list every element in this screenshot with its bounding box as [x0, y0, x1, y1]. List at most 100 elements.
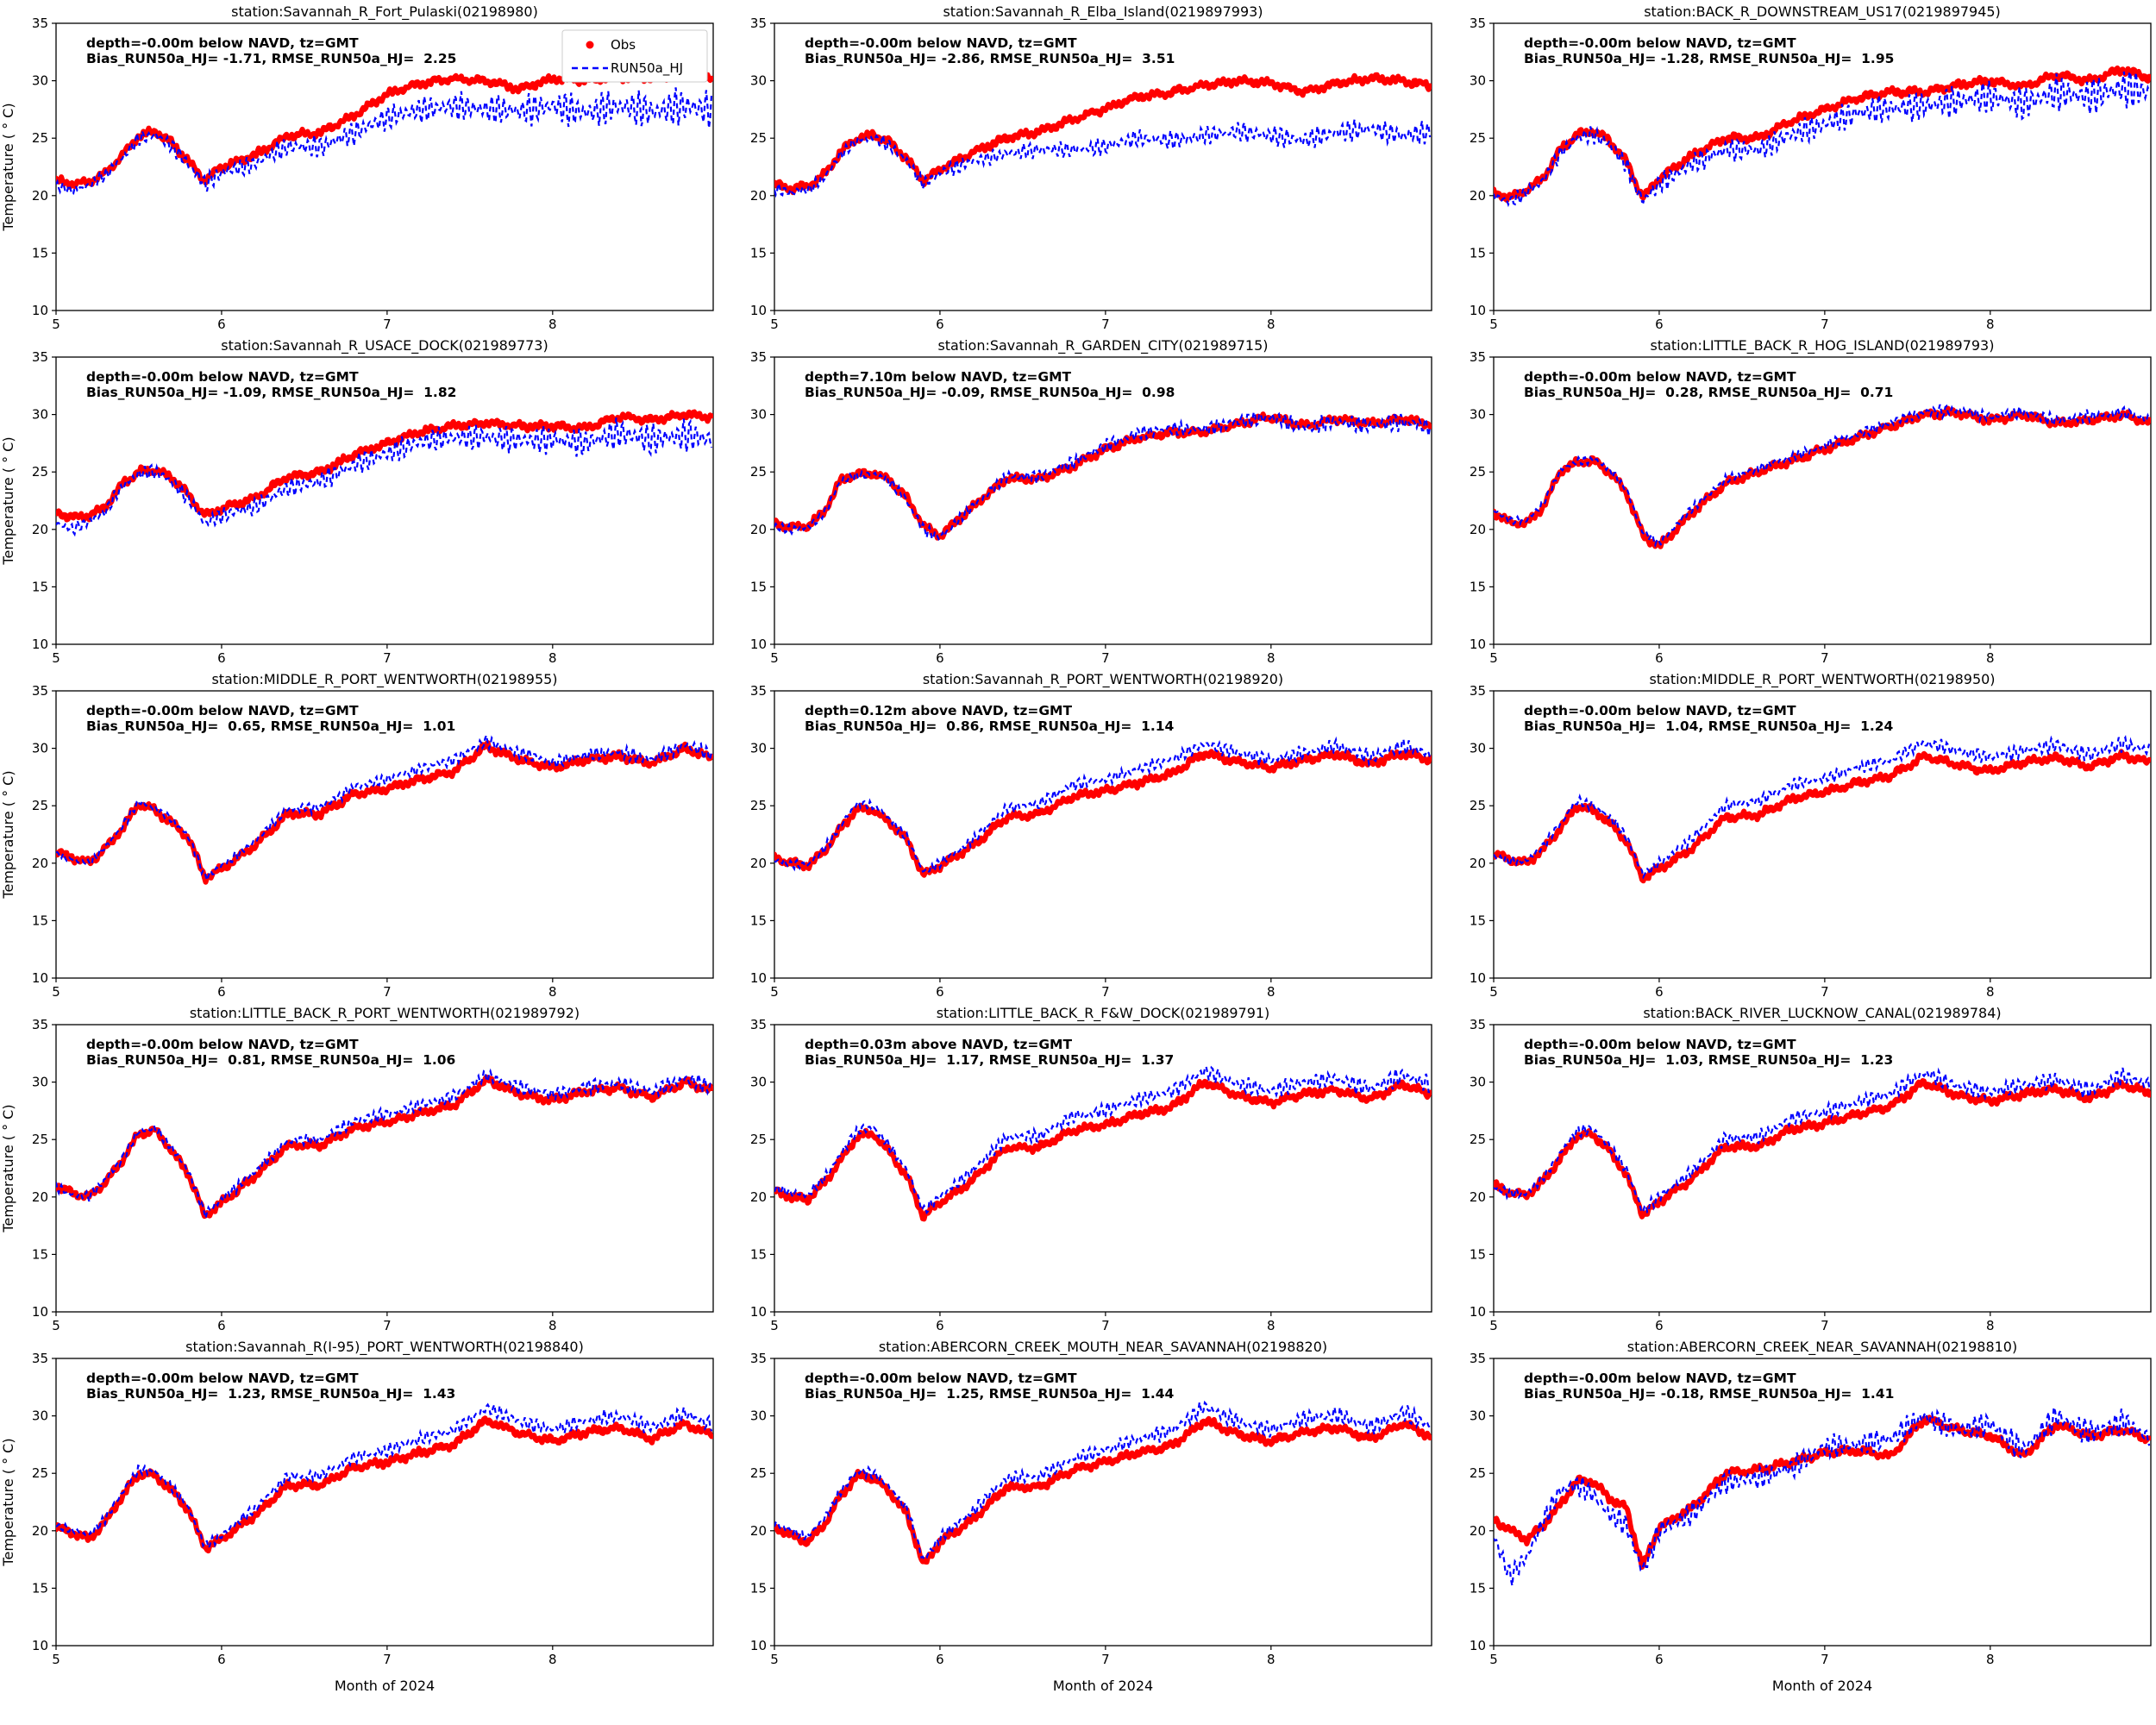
x-tick-label: 7	[1101, 1318, 1110, 1333]
x-tick-label: 8	[548, 1652, 557, 1667]
y-tick-label: 20	[750, 856, 767, 871]
y-tick-label: 35	[1470, 1351, 1486, 1366]
plot-frame	[55, 22, 714, 311]
annotation-depth: depth=-0.00m below NAVD, tz=GMT	[1524, 1037, 1796, 1052]
subplot-title: station:Savannah_R_PORT_WENTWORTH(021989…	[923, 671, 1283, 688]
y-tick-label: 30	[1470, 1408, 1486, 1424]
x-tick-label: 6	[1655, 650, 1664, 666]
subplot-title: station:LITTLE_BACK_R_PORT_WENTWORTH(021…	[190, 1005, 580, 1022]
y-tick-label: 20	[1470, 188, 1486, 204]
x-tick-label: 5	[52, 1652, 60, 1667]
subplot: station:LITTLE_BACK_R_HOG_ISLAND(0219897…	[1438, 334, 2156, 668]
x-tick-label: 8	[1986, 650, 1995, 666]
plot-frame	[774, 22, 1432, 311]
model-series	[55, 1402, 713, 1551]
y-axis-label: Temperature ( ° C)	[0, 1438, 16, 1566]
x-tick-label: 7	[383, 650, 392, 666]
x-tick-label: 6	[217, 984, 226, 1000]
annotation-stats: Bias_RUN50a_HJ= -1.28, RMSE_RUN50a_HJ= 1…	[1524, 51, 1894, 66]
y-tick-label: 20	[32, 1523, 48, 1539]
y-tick-label: 15	[32, 1246, 48, 1262]
y-tick-label: 30	[32, 73, 48, 89]
y-tick-label: 30	[1470, 407, 1486, 423]
y-tick-label: 15	[1470, 245, 1486, 260]
y-tick-label: 15	[32, 1580, 48, 1596]
y-tick-label: 10	[1470, 1304, 1486, 1320]
obs-series	[55, 1415, 713, 1554]
subplot-canvas: station:Savannah_R_Elba_Island(021989799…	[750, 3, 1432, 332]
y-tick-label: 25	[750, 464, 767, 480]
x-tick-label: 6	[1655, 317, 1664, 332]
y-tick-label: 25	[32, 1465, 48, 1481]
subplot: station:Savannah_R_Elba_Island(021989799…	[718, 0, 1437, 334]
y-tick-label: 35	[32, 349, 48, 365]
y-tick-label: 20	[750, 188, 767, 204]
annotation-depth: depth=-0.00m below NAVD, tz=GMT	[86, 369, 359, 385]
x-tick-label: 8	[548, 650, 557, 666]
y-tick-label: 30	[750, 407, 767, 423]
annotation-depth: depth=-0.00m below NAVD, tz=GMT	[86, 703, 359, 718]
annotation-stats: Bias_RUN50a_HJ= 1.04, RMSE_RUN50a_HJ= 1.…	[1524, 718, 1894, 734]
annotation-stats: Bias_RUN50a_HJ= 1.03, RMSE_RUN50a_HJ= 1.…	[1524, 1052, 1893, 1068]
y-tick-label: 30	[1470, 741, 1486, 756]
x-tick-label: 5	[1489, 317, 1498, 332]
x-tick-label: 8	[1267, 1318, 1275, 1333]
model-series	[1493, 1407, 2150, 1586]
model-series	[774, 736, 1432, 874]
obs-series	[774, 72, 1432, 196]
y-tick-label: 15	[750, 913, 767, 928]
y-tick-label: 20	[1470, 1523, 1486, 1539]
annotation-depth: depth=-0.00m below NAVD, tz=GMT	[1524, 369, 1796, 385]
x-axis-label: Month of 2024	[1771, 1678, 1871, 1694]
subplot-canvas: station:MIDDLE_R_PORT_WENTWORTH(02198955…	[0, 671, 714, 1000]
y-tick-label: 10	[32, 970, 48, 986]
y-tick-label: 25	[32, 464, 48, 480]
x-tick-label: 7	[1101, 984, 1110, 1000]
plot-frame	[774, 356, 1432, 645]
y-axis-label: Temperature ( ° C)	[0, 770, 16, 899]
y-tick-label: 30	[1470, 1075, 1486, 1090]
annotation-depth: depth=-0.00m below NAVD, tz=GMT	[805, 35, 1077, 51]
y-tick-label: 15	[1470, 579, 1486, 594]
plot-frame	[774, 1358, 1432, 1647]
y-axis-label: Temperature ( ° C)	[0, 1104, 16, 1233]
plot-frame	[55, 690, 714, 979]
annotation-depth: depth=-0.00m below NAVD, tz=GMT	[805, 1371, 1077, 1386]
x-tick-label: 6	[217, 650, 226, 666]
y-tick-label: 30	[32, 1408, 48, 1424]
y-tick-label: 30	[32, 1075, 48, 1090]
x-tick-label: 8	[1267, 317, 1275, 332]
y-tick-label: 15	[750, 1246, 767, 1262]
subplot: station:Savannah_R_Fort_Pulaski(02198980…	[0, 0, 718, 334]
y-tick-label: 15	[750, 1580, 767, 1596]
x-tick-label: 5	[1489, 1652, 1498, 1667]
y-tick-label: 10	[750, 637, 767, 652]
subplot-title: station:LITTLE_BACK_R_F&W_DOCK(021989791…	[937, 1005, 1270, 1022]
x-axis-label: Month of 2024	[335, 1678, 435, 1694]
model-series	[774, 118, 1432, 198]
subplot-title: station:BACK_R_DOWNSTREAM_US17(021989794…	[1644, 3, 2001, 21]
y-tick-label: 15	[1470, 1580, 1486, 1596]
subplot-canvas: station:ABERCORN_CREEK_MOUTH_NEAR_SAVANN…	[750, 1339, 1432, 1694]
plot-frame	[774, 1024, 1432, 1313]
y-tick-label: 30	[1470, 73, 1486, 89]
plot-frame	[1493, 356, 2152, 645]
x-tick-label: 7	[383, 984, 392, 1000]
legend-obs-label: Obs	[611, 37, 636, 53]
y-tick-label: 35	[32, 16, 48, 31]
subplot-title: station:ABERCORN_CREEK_NEAR_SAVANNAH(021…	[1626, 1339, 2016, 1356]
obs-series	[55, 1074, 713, 1220]
plot-frame	[1493, 690, 2152, 979]
legend-obs-marker	[586, 41, 594, 49]
y-tick-label: 20	[32, 188, 48, 204]
y-tick-label: 15	[32, 913, 48, 928]
subplot-title: station:Savannah_R(I-95)_PORT_WENTWORTH(…	[185, 1339, 584, 1356]
y-tick-label: 30	[32, 741, 48, 756]
y-tick-label: 20	[750, 1189, 767, 1205]
y-tick-label: 25	[1470, 798, 1486, 813]
subplot: station:BACK_R_DOWNSTREAM_US17(021989794…	[1438, 0, 2156, 334]
x-tick-label: 6	[217, 317, 226, 332]
x-tick-label: 7	[383, 317, 392, 332]
y-tick-label: 25	[1470, 1465, 1486, 1481]
subplot-title: station:BACK_RIVER_LUCKNOW_CANAL(0219897…	[1643, 1005, 2001, 1022]
